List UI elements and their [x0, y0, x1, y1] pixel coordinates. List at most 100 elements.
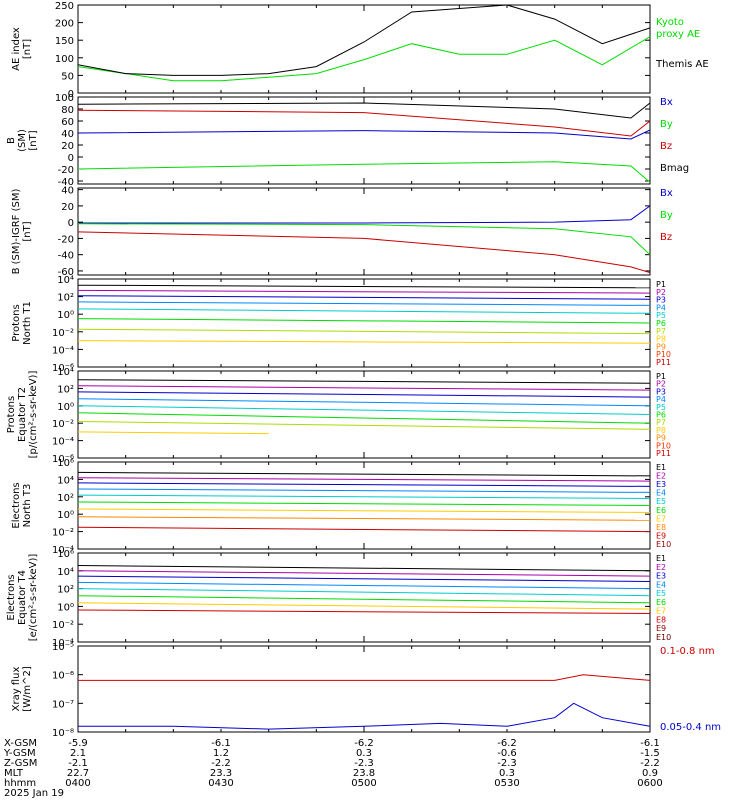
y-axis-label: North T1: [22, 301, 33, 345]
y-axis-label: Equator T4: [17, 570, 28, 625]
y-tick-label: 10⁴: [57, 367, 74, 378]
panel-3: -60 -40 -20 0 20 40 B (SM)-IGRF (SM) [nT] Bx By Bz: [11, 186, 673, 278]
y-tick-label: -20: [58, 165, 74, 176]
legend-label: P7: [656, 327, 666, 336]
legend-label: E6: [656, 598, 666, 607]
series-line: [77, 595, 651, 604]
legend-label: E8: [656, 523, 666, 532]
series-line: [77, 36, 651, 82]
legend-label: P8: [656, 426, 666, 435]
series-line: [77, 328, 651, 335]
series-line: [77, 289, 651, 294]
series-line: [77, 308, 651, 314]
y-tick-label: 10⁰: [57, 402, 74, 413]
y-tick-label: 10⁻⁷: [52, 699, 74, 710]
y-tick-label: 0: [68, 218, 74, 229]
legend-label: P1: [656, 280, 666, 289]
footer-value: 0430: [208, 778, 233, 789]
legend-label: E1: [656, 554, 666, 563]
y-tick-label: 200: [55, 19, 74, 30]
legend-label: P11: [656, 449, 671, 458]
legend-label: P4: [656, 303, 666, 312]
y-tick-label: 10⁶: [57, 549, 74, 560]
y-axis-label: North T3: [22, 484, 33, 528]
panel-7: 10⁶ 10⁴ 10² 10⁰ 10⁻² 10⁻⁴ Electrons Equator T4[…: [6, 549, 671, 649]
y-tick-label: 10⁻⁸: [52, 728, 74, 739]
legend-label: E3: [656, 572, 666, 581]
legend-label: Bz: [660, 232, 672, 243]
footer-value: -0.6: [497, 748, 517, 759]
legend-label: E10: [656, 633, 671, 642]
y-tick-label: 10⁰: [57, 310, 74, 321]
series-line: [77, 575, 651, 582]
legend-label: P2: [656, 380, 666, 389]
series-line: [77, 379, 651, 384]
series-line: [77, 431, 269, 435]
footer-value: 2.1: [70, 748, 86, 759]
series-line: [77, 102, 651, 119]
series-line: [77, 501, 651, 506]
legend-label: E2: [656, 472, 666, 481]
legend-label: P10: [656, 350, 671, 359]
y-axis-label: [nT]: [22, 39, 33, 59]
y-tick-label: 10⁻⁶: [52, 363, 74, 374]
legend-label: E5: [656, 497, 666, 506]
y-tick-label: 10⁴: [57, 275, 74, 286]
series-line: [77, 4, 651, 76]
y-tick-label: 10⁻²: [52, 620, 74, 631]
legend-label: 0.05-0.4 nm: [660, 722, 721, 733]
y-axis-label: B (SM)-IGRF (SM): [11, 189, 22, 275]
y-tick-label: 50: [61, 71, 74, 82]
y-tick-label: 10⁻²: [52, 419, 74, 430]
y-tick-label: 0: [68, 89, 74, 100]
y-axis-label: Electrons: [11, 482, 22, 528]
y-axis-label: AE index: [11, 27, 22, 71]
legend-label: E3: [656, 480, 666, 489]
legend-label: Themis AE: [655, 59, 709, 70]
y-tick-label: -20: [58, 234, 74, 245]
y-axis-label: (SM): [17, 129, 28, 152]
legend-label: Kyoto: [656, 17, 684, 28]
legend-label: Bx: [660, 97, 673, 108]
y-tick-label: 10⁴: [57, 567, 74, 578]
series-line: [78, 674, 651, 681]
series-line: [77, 391, 651, 398]
footer-value: -5.9: [68, 738, 88, 749]
y-tick-label: 10²: [57, 493, 74, 504]
legend-label: E9: [656, 624, 666, 633]
series-line: [77, 385, 651, 391]
series-line: [77, 526, 651, 533]
series-line: [77, 109, 651, 137]
legend-label: E7: [656, 514, 666, 523]
legend-label: E6: [656, 506, 666, 515]
footer-value: -6.1: [211, 738, 231, 749]
legend-label: 0.1-0.8 nm: [660, 646, 715, 657]
series-line: [77, 318, 651, 324]
y-tick-label: 10²: [57, 585, 74, 596]
legend-label: P6: [656, 411, 666, 420]
footer-value: -6.2: [354, 738, 374, 749]
legend-label: E4: [656, 489, 666, 498]
legend-label: P3: [656, 296, 666, 305]
y-axis-label: Protons: [6, 396, 17, 433]
series-line: [77, 129, 651, 140]
legend-label: By: [660, 210, 673, 221]
axis-footer: X-GSM -5.9 -6.1 -6.2 -6.2 -6.1Y-GSM 2.1 1.2 0.3-…: [3, 738, 663, 799]
y-tick-label: 10⁻²: [52, 528, 74, 539]
legend-label: P1: [656, 372, 666, 381]
legend-label: P3: [656, 387, 666, 396]
footer-value: -2.2: [640, 758, 660, 769]
legend-label: P11: [656, 358, 671, 367]
panel-frame: [77, 187, 651, 276]
legend-label: proxy AE: [656, 29, 700, 40]
series-line: [77, 301, 651, 306]
legend-label: E4: [656, 580, 666, 589]
series-line: [77, 405, 651, 415]
y-tick-label: 10⁻⁵: [52, 642, 74, 653]
y-tick-label: 20: [61, 141, 74, 152]
panel-5: 10⁴ 10² 10⁰ 10⁻² 10⁻⁴ 10⁻⁶ Protons Equator T2 [p…: [6, 367, 671, 465]
y-tick-label: 10⁻⁶: [52, 454, 74, 465]
y-tick-label: 10²: [57, 384, 74, 395]
